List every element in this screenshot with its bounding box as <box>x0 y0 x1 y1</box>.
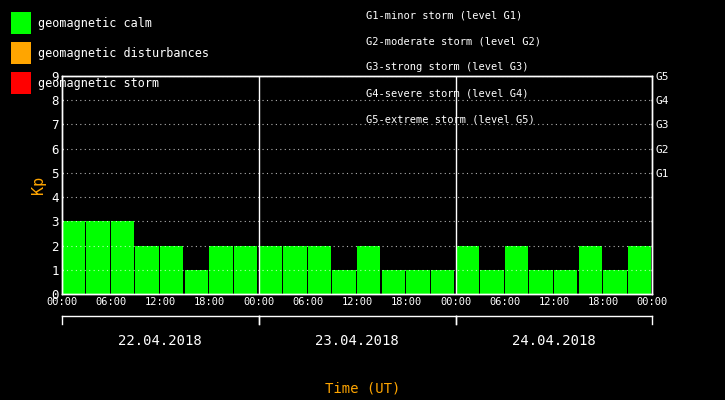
Bar <box>259 246 282 294</box>
Bar <box>455 246 479 294</box>
Bar <box>505 246 529 294</box>
Text: 24.04.2018: 24.04.2018 <box>512 334 596 348</box>
Bar <box>62 221 85 294</box>
Text: geomagnetic calm: geomagnetic calm <box>38 16 152 30</box>
Text: G1-minor storm (level G1): G1-minor storm (level G1) <box>366 10 523 20</box>
Bar <box>160 246 183 294</box>
Bar <box>185 270 208 294</box>
Bar <box>381 270 405 294</box>
Text: Time (UT): Time (UT) <box>325 382 400 396</box>
Bar <box>431 270 455 294</box>
Text: 23.04.2018: 23.04.2018 <box>315 334 399 348</box>
Text: geomagnetic disturbances: geomagnetic disturbances <box>38 46 210 60</box>
Bar <box>480 270 504 294</box>
Text: G5-extreme storm (level G5): G5-extreme storm (level G5) <box>366 114 535 124</box>
Bar <box>234 246 257 294</box>
Bar <box>406 270 430 294</box>
Bar <box>86 221 109 294</box>
Bar <box>283 246 307 294</box>
Bar <box>357 246 381 294</box>
Bar <box>628 246 651 294</box>
Bar <box>111 221 134 294</box>
Bar <box>210 246 233 294</box>
Bar <box>136 246 159 294</box>
Bar <box>579 246 602 294</box>
Bar <box>529 270 552 294</box>
Bar <box>333 270 356 294</box>
Bar <box>652 246 676 294</box>
Text: 22.04.2018: 22.04.2018 <box>118 334 202 348</box>
Text: G3-strong storm (level G3): G3-strong storm (level G3) <box>366 62 529 72</box>
Text: G4-severe storm (level G4): G4-severe storm (level G4) <box>366 88 529 98</box>
Text: G2-moderate storm (level G2): G2-moderate storm (level G2) <box>366 36 541 46</box>
Bar <box>308 246 331 294</box>
Bar <box>603 270 626 294</box>
Y-axis label: Kp: Kp <box>30 176 46 194</box>
Bar <box>554 270 577 294</box>
Text: geomagnetic storm: geomagnetic storm <box>38 76 160 90</box>
